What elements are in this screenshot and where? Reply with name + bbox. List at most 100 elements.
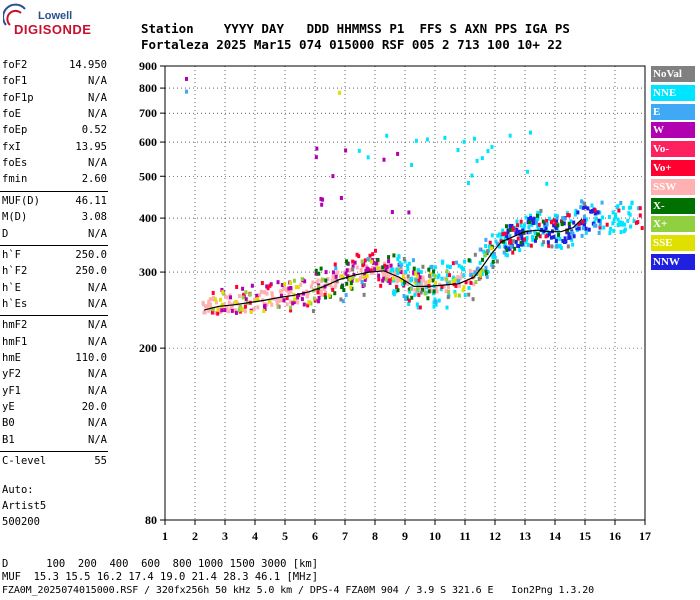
- echo-mark: [299, 282, 303, 287]
- echo-mark: [526, 230, 530, 235]
- echo-mark: [406, 282, 410, 287]
- echo-mark: [528, 130, 532, 135]
- echo-mark: [351, 259, 355, 264]
- echo-mark: [526, 243, 530, 248]
- echo-mark: [583, 205, 587, 210]
- echo-mark: [579, 205, 583, 210]
- echo-mark: [252, 307, 256, 312]
- echo-mark: [509, 244, 513, 249]
- echo-mark: [552, 235, 556, 240]
- echo-mark: [619, 200, 623, 205]
- echo-mark: [324, 290, 328, 295]
- echo-mark: [331, 174, 335, 179]
- x-tick-label: 14: [549, 529, 561, 543]
- echo-mark: [516, 243, 520, 248]
- echo-mark: [208, 304, 212, 309]
- echo-mark: [572, 220, 576, 225]
- echo-mark: [636, 206, 640, 211]
- echo-mark: [314, 155, 318, 160]
- echo-mark: [492, 251, 496, 256]
- echo-mark: [292, 300, 296, 305]
- param-name: fxI: [2, 140, 21, 153]
- echo-mark: [351, 264, 355, 269]
- echo-mark: [531, 237, 535, 242]
- echo-mark: [331, 287, 335, 292]
- param-name: foF1: [2, 75, 28, 88]
- echo-mark: [319, 266, 323, 271]
- echo-mark: [596, 210, 600, 215]
- echo-mark: [520, 236, 524, 241]
- echo-mark: [621, 205, 625, 210]
- echo-mark: [567, 235, 571, 240]
- echo-mark: [315, 146, 319, 151]
- echo-mark: [432, 300, 436, 305]
- echo-mark: [366, 155, 370, 160]
- echo-mark: [445, 281, 449, 286]
- param-value: 46.11: [75, 194, 107, 207]
- echo-mark: [317, 284, 321, 289]
- echo-mark: [474, 280, 478, 285]
- x-tick-label: 8: [372, 529, 378, 543]
- echo-mark: [608, 231, 612, 236]
- echo-mark: [478, 247, 482, 252]
- echo-mark: [415, 302, 419, 307]
- echo-mark: [484, 265, 488, 270]
- x-tick-label: 1: [162, 529, 168, 543]
- echo-mark: [441, 260, 445, 265]
- echo-mark: [387, 255, 391, 260]
- echo-mark: [576, 210, 580, 215]
- echo-mark: [386, 275, 390, 280]
- legend-item: E: [651, 103, 695, 120]
- echo-mark: [472, 136, 476, 141]
- echo-mark: [490, 262, 494, 267]
- echo-mark: [287, 286, 291, 291]
- x-tick-label: 11: [459, 529, 470, 543]
- echo-mark: [326, 277, 330, 282]
- echo-mark: [386, 269, 390, 274]
- echo-mark: [602, 225, 606, 230]
- y-tick-label: 400: [139, 211, 157, 225]
- echo-mark: [402, 294, 406, 299]
- echo-mark: [438, 282, 442, 287]
- echo-mark: [617, 222, 621, 227]
- param-separator: [0, 190, 108, 192]
- echo-mark: [234, 310, 238, 315]
- echo-mark: [256, 297, 260, 302]
- echo-mark: [508, 223, 512, 228]
- echo-mark: [317, 296, 321, 301]
- echo-mark: [344, 293, 348, 298]
- echo-mark: [513, 246, 517, 251]
- echo-mark: [299, 293, 303, 298]
- echo-mark: [278, 289, 282, 294]
- echo-mark: [480, 268, 484, 273]
- echo-mark: [330, 278, 334, 283]
- echo-mark: [407, 302, 411, 307]
- echo-mark: [544, 226, 548, 231]
- echo-mark: [558, 237, 562, 242]
- echo-mark: [409, 287, 413, 292]
- echo-mark: [488, 244, 492, 249]
- echo-mark: [205, 304, 209, 309]
- echo-mark: [544, 234, 548, 239]
- echo-mark: [262, 304, 266, 309]
- echo-mark: [355, 265, 359, 270]
- echo-mark: [385, 272, 389, 277]
- echo-mark: [486, 149, 490, 154]
- param-name: h`Es: [2, 297, 28, 310]
- echo-mark: [399, 264, 403, 269]
- echo-mark: [418, 305, 422, 310]
- param-value: N/A: [88, 281, 107, 294]
- echo-mark: [597, 218, 601, 223]
- echo-mark: [445, 264, 449, 269]
- echo-mark: [340, 274, 344, 279]
- echo-mark: [421, 287, 425, 292]
- echo-mark: [413, 292, 417, 297]
- echo-mark: [462, 285, 466, 290]
- echo-mark: [305, 294, 309, 299]
- echo-mark: [581, 219, 585, 224]
- echo-mark: [531, 235, 535, 240]
- echo-mark: [244, 290, 248, 295]
- echo-mark: [368, 253, 372, 258]
- echo-mark: [277, 298, 281, 303]
- echo-mark: [433, 297, 437, 302]
